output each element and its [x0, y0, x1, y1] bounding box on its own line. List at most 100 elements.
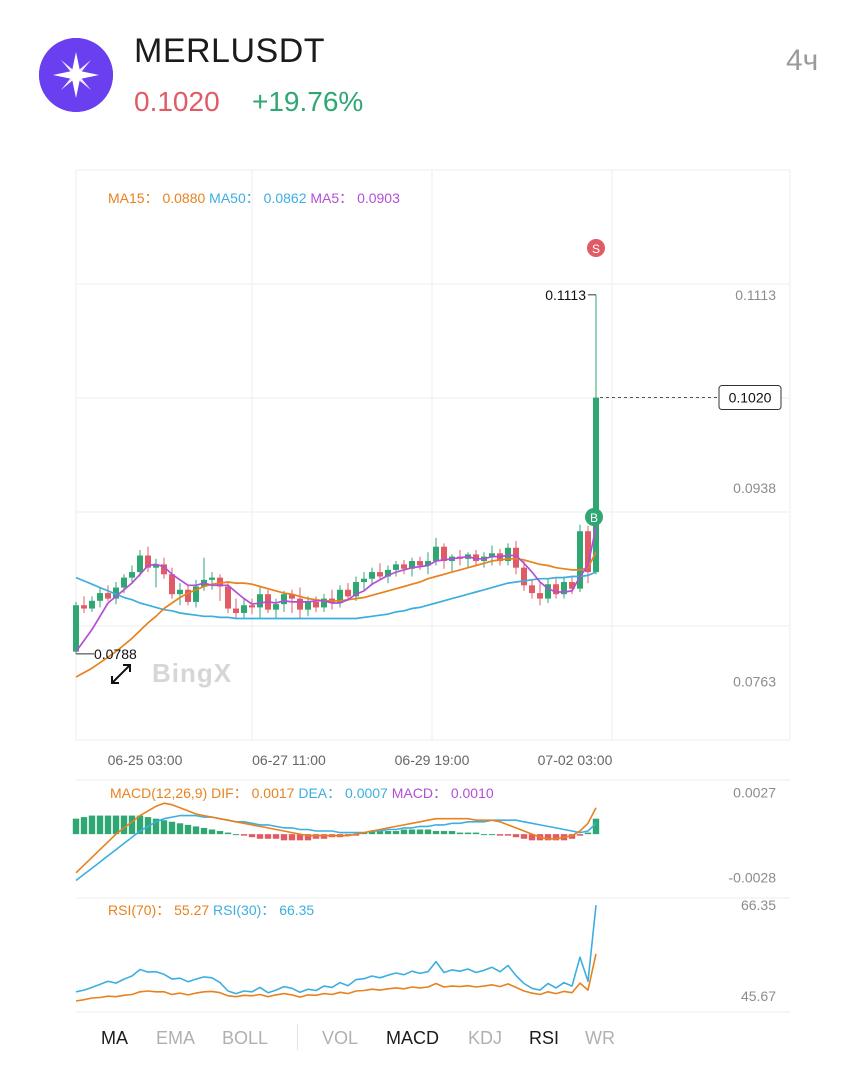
macd-hist-bar — [304, 834, 312, 841]
tab-wr[interactable]: WR — [585, 1028, 615, 1048]
price-y-tick: 0.1113 — [735, 287, 776, 303]
expand-arrows-icon — [111, 664, 131, 684]
macd-hist-bar — [592, 818, 600, 835]
candle-body — [593, 397, 599, 573]
tab-ema[interactable]: EMA — [156, 1028, 196, 1048]
macd-hist-bar — [528, 834, 536, 841]
macd-hist-bar — [104, 815, 112, 835]
candle-body — [257, 594, 263, 608]
candle-body — [113, 587, 119, 599]
rsi-legend-label: RSI(70)： — [108, 902, 174, 918]
tab-rsi[interactable]: RSI — [529, 1028, 560, 1048]
candle-body — [209, 577, 215, 580]
candle-body — [545, 584, 551, 599]
sell-signal-label: S — [592, 242, 600, 256]
candle-body — [337, 589, 343, 604]
candle-body — [185, 589, 191, 602]
macd-hist-bar — [464, 832, 472, 835]
candle-body — [569, 582, 575, 589]
macd-hist-bar — [80, 817, 88, 835]
macd-hist-bar — [112, 815, 120, 835]
macd-legend-label: MACD(12,26,9) — [110, 785, 211, 801]
tab-ma[interactable]: MA — [101, 1028, 128, 1048]
candle-body — [345, 589, 351, 597]
bingx-watermark: BingX — [152, 658, 232, 688]
macd-hist-bar — [168, 821, 176, 835]
macd-hist-bar — [96, 815, 104, 835]
candle-body — [297, 598, 303, 610]
candle-body — [433, 546, 439, 562]
macd-hist-bar — [384, 831, 392, 835]
current-price-label: 0.1020 — [729, 390, 772, 406]
macd-hist-bar — [152, 818, 160, 835]
macd-hist-bar — [216, 831, 224, 835]
macd-y-tick: -0.0028 — [729, 869, 777, 885]
macd-hist-bar — [584, 832, 592, 835]
macd-hist-bar — [368, 831, 376, 835]
candle-body — [161, 564, 167, 575]
tab-boll[interactable]: BOLL — [222, 1028, 269, 1048]
macd-hist-bar — [264, 834, 272, 839]
tab-divider — [297, 1024, 298, 1050]
candle-body — [561, 582, 567, 595]
rsi-legend-label: RSI(30)： — [209, 902, 279, 918]
interval-selector[interactable]: 4ч — [786, 44, 819, 77]
ma-legend-value: 0.0903 — [357, 190, 400, 206]
candle-body — [577, 531, 583, 589]
symbol-title: MERLUSDT — [134, 32, 326, 70]
candle-body — [529, 585, 535, 594]
candle-body — [225, 586, 231, 609]
merlin-star-icon — [39, 38, 113, 112]
macd-hist-bar — [200, 827, 208, 835]
rsi-y-tick: 45.67 — [741, 988, 776, 1004]
macd-hist-bar — [432, 831, 440, 835]
candle-body — [537, 593, 543, 599]
rsi-legend: RSI(70)： 55.27 RSI(30)： 66.35 — [108, 902, 314, 918]
low-marker-label: 0.0788 — [94, 646, 137, 662]
buy-signal-label: B — [590, 511, 598, 525]
rsi70-line — [75, 953, 597, 1002]
macd-hist-bar — [416, 829, 424, 835]
macd-hist-bar — [576, 834, 584, 836]
ma-legend: MA15： 0.0880 MA50： 0.0862 MA5： 0.0903 — [108, 190, 400, 206]
candle-body — [473, 554, 479, 562]
candle-body — [417, 561, 423, 566]
ma-legend-value: 0.0880 — [162, 190, 205, 206]
tab-kdj[interactable]: KDJ — [468, 1028, 503, 1048]
macd-hist-bar — [224, 832, 232, 835]
candle-body — [505, 547, 511, 562]
macd-hist-bar — [552, 834, 560, 841]
macd-legend-label: MACD： — [388, 785, 451, 801]
macd-legend-label: DEA： — [294, 785, 345, 801]
expand-arrow-head — [123, 664, 131, 672]
time-x-tick: 06-25 03:00 — [108, 752, 183, 768]
macd-hist-bar — [272, 834, 280, 839]
sell-signal-badge — [587, 239, 605, 257]
chart-canvas[interactable]: MA15： 0.0880 MA50： 0.0862 MA5： 0.0903 0.1… — [0, 0, 864, 1020]
tab-vol[interactable]: VOL — [322, 1028, 359, 1048]
candle-body — [585, 531, 591, 573]
candle-body — [289, 594, 295, 599]
macd-dea-line — [75, 814, 597, 882]
ma-legend-label: MA5： — [306, 190, 357, 206]
ma-legend-label: MA50： — [205, 190, 263, 206]
macd-hist-bar — [400, 829, 408, 835]
candle-body — [121, 577, 127, 588]
candle-body — [377, 572, 383, 577]
macd-hist-bar — [488, 834, 496, 836]
macd-hist-bar — [176, 823, 184, 835]
macd-hist-bar — [240, 834, 248, 836]
tab-macd[interactable]: MACD — [386, 1028, 439, 1048]
candle-body — [313, 601, 319, 608]
macd-legend-value: 0.0017 — [252, 785, 295, 801]
rsi-y-tick: 66.35 — [741, 897, 776, 913]
token-logo — [39, 38, 113, 112]
macd-hist-bar — [72, 818, 80, 835]
macd-hist-bar — [408, 829, 416, 835]
macd-hist-bar — [448, 831, 456, 835]
candle-body — [425, 561, 431, 566]
ma-legend-value: 0.0862 — [264, 190, 307, 206]
candle-body — [169, 574, 175, 595]
candle-body — [353, 582, 359, 597]
ma-legend-label: MA15： — [108, 190, 162, 206]
